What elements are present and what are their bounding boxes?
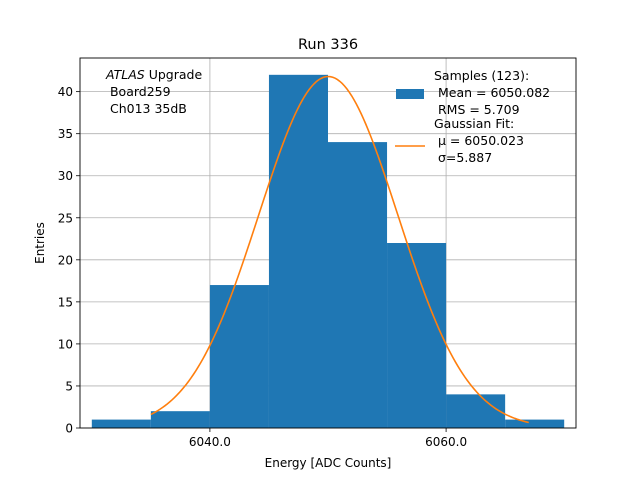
y-tick-label: 0: [65, 422, 73, 436]
y-axis-label: Entries: [33, 222, 47, 264]
y-tick-label: 25: [58, 211, 73, 225]
histogram-bar: [268, 74, 328, 429]
annotation-text: Board259: [106, 84, 171, 99]
histogram-bar: [328, 142, 388, 428]
histogram-bars: [91, 74, 565, 429]
legend-text: Gaussian Fit:: [434, 116, 514, 131]
atlas-annotation: ATLAS Upgrade Board259 Ch013 35dB: [105, 67, 202, 116]
legend-text: μ = 6050.023: [434, 133, 524, 148]
legend-text: σ=5.887: [434, 150, 492, 165]
y-tick-label: 5: [65, 379, 73, 393]
x-axis-label: Energy [ADC Counts]: [265, 456, 392, 470]
y-tick-label: 40: [58, 85, 73, 99]
x-tick-label: 6040.0: [189, 435, 231, 449]
histogram-bar: [150, 411, 210, 428]
histogram-bar: [91, 419, 151, 428]
legend-text: Mean = 6050.082: [434, 85, 550, 100]
y-tick-label: 20: [58, 253, 73, 267]
annotation-line: Board259: [106, 84, 171, 99]
y-tick-label: 15: [58, 295, 73, 309]
histogram-bar: [505, 419, 565, 428]
y-tick-label: 35: [58, 127, 73, 141]
y-tick-label: 10: [58, 337, 73, 351]
y-axis-ticks: 0 5 10 15 20 25 30 35 40: [58, 85, 80, 436]
histogram-bar: [387, 243, 447, 428]
x-tick-label: 6060.0: [425, 435, 467, 449]
gaussian-fit-layer: [150, 75, 529, 424]
y-tick-label: 30: [58, 169, 73, 183]
legend-text: Samples (123):: [434, 68, 529, 83]
annotation-text: Upgrade: [145, 67, 203, 82]
annotation-line: ATLAS Upgrade: [105, 67, 202, 82]
annotation-text: Ch013 35dB: [106, 101, 187, 116]
chart-title: Run 336: [298, 37, 358, 53]
histogram-bar: [446, 394, 506, 428]
legend-text: RMS = 5.709: [434, 102, 520, 117]
gaussian-fit-curve: [150, 75, 529, 424]
annotation-line: Ch013 35dB: [106, 101, 187, 116]
legend-patch-samples: [396, 89, 424, 99]
annotation-italic: ATLAS: [105, 67, 145, 82]
plot-area-frame: [79, 57, 577, 429]
legend: Samples (123): Mean = 6050.082 RMS = 5.7…: [395, 68, 550, 165]
histogram-bar: [209, 285, 269, 428]
x-axis-ticks: 6040.0 6060.0: [189, 428, 467, 449]
